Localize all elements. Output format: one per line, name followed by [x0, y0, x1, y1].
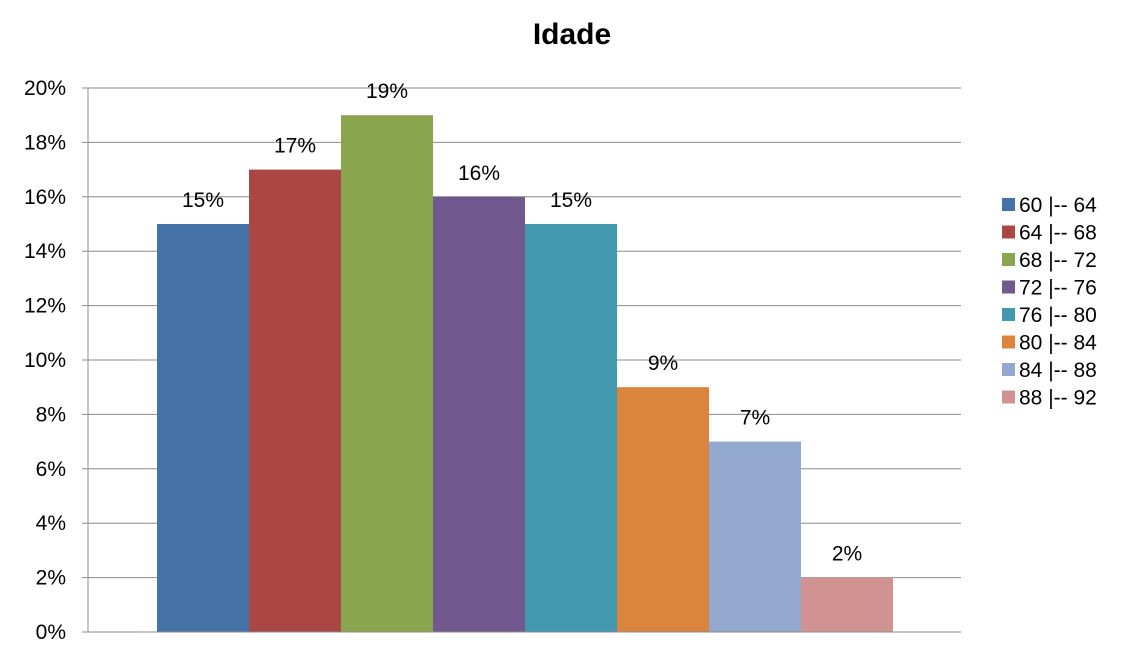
legend-label: 88 |-- 92 — [1019, 387, 1097, 410]
legend-swatch — [1002, 198, 1015, 211]
y-tick-label: 18% — [24, 131, 66, 154]
data-label: 19% — [366, 80, 408, 103]
y-axis-ticks: 0% 2% 4% 6% 8% 10% 12% 14% 16% 18% 20% — [24, 77, 88, 644]
y-tick-label: 2% — [36, 567, 66, 590]
legend-swatch — [1002, 390, 1015, 404]
legend-label: 76 |-- 80 — [1019, 304, 1097, 327]
bar — [617, 387, 709, 632]
legend-label: 72 |-- 76 — [1019, 277, 1097, 300]
data-label: 9% — [648, 352, 678, 375]
y-tick-label: 10% — [24, 349, 66, 372]
y-tick-label: 14% — [24, 240, 66, 263]
legend-label: 60 |-- 64 — [1019, 194, 1097, 217]
axes — [87, 88, 961, 633]
bar — [525, 224, 617, 632]
y-tick-label: 6% — [36, 458, 66, 481]
legend-swatch — [1002, 308, 1015, 321]
data-label: 7% — [740, 407, 770, 430]
data-label: 15% — [550, 189, 592, 212]
data-label: 2% — [832, 543, 862, 566]
bar — [801, 577, 893, 632]
bar — [249, 169, 341, 632]
chart-title: Idade — [533, 18, 611, 51]
bar — [709, 441, 801, 632]
data-labels: 15% 17% 19% 16% 15% 9% 7% 2% — [182, 80, 862, 565]
data-label: 15% — [182, 189, 224, 212]
y-tick-label: 20% — [24, 77, 66, 100]
legend-swatch — [1002, 335, 1015, 349]
bar — [341, 115, 433, 632]
y-tick-label: 16% — [24, 186, 66, 209]
legend-label: 68 |-- 72 — [1019, 249, 1097, 272]
legend-swatch — [1002, 225, 1015, 239]
y-tick-label: 8% — [36, 403, 66, 426]
bars — [157, 115, 893, 633]
bar — [433, 196, 525, 633]
legend: 60 |-- 64 64 |-- 68 68 |-- 72 72 |-- 76 76 |… — [1002, 194, 1097, 410]
legend-label: 80 |-- 84 — [1019, 332, 1097, 355]
y-tick-label: 4% — [36, 512, 66, 535]
legend-swatch — [1002, 253, 1015, 266]
data-label: 16% — [458, 162, 500, 185]
bar — [157, 224, 249, 632]
y-tick-label: 0% — [36, 621, 66, 643]
data-label: 17% — [274, 135, 316, 158]
legend-swatch — [1002, 363, 1015, 376]
y-tick-label: 12% — [24, 295, 66, 318]
legend-label: 84 |-- 88 — [1019, 359, 1097, 382]
legend-swatch — [1002, 280, 1015, 294]
legend-label: 64 |-- 68 — [1019, 222, 1097, 245]
